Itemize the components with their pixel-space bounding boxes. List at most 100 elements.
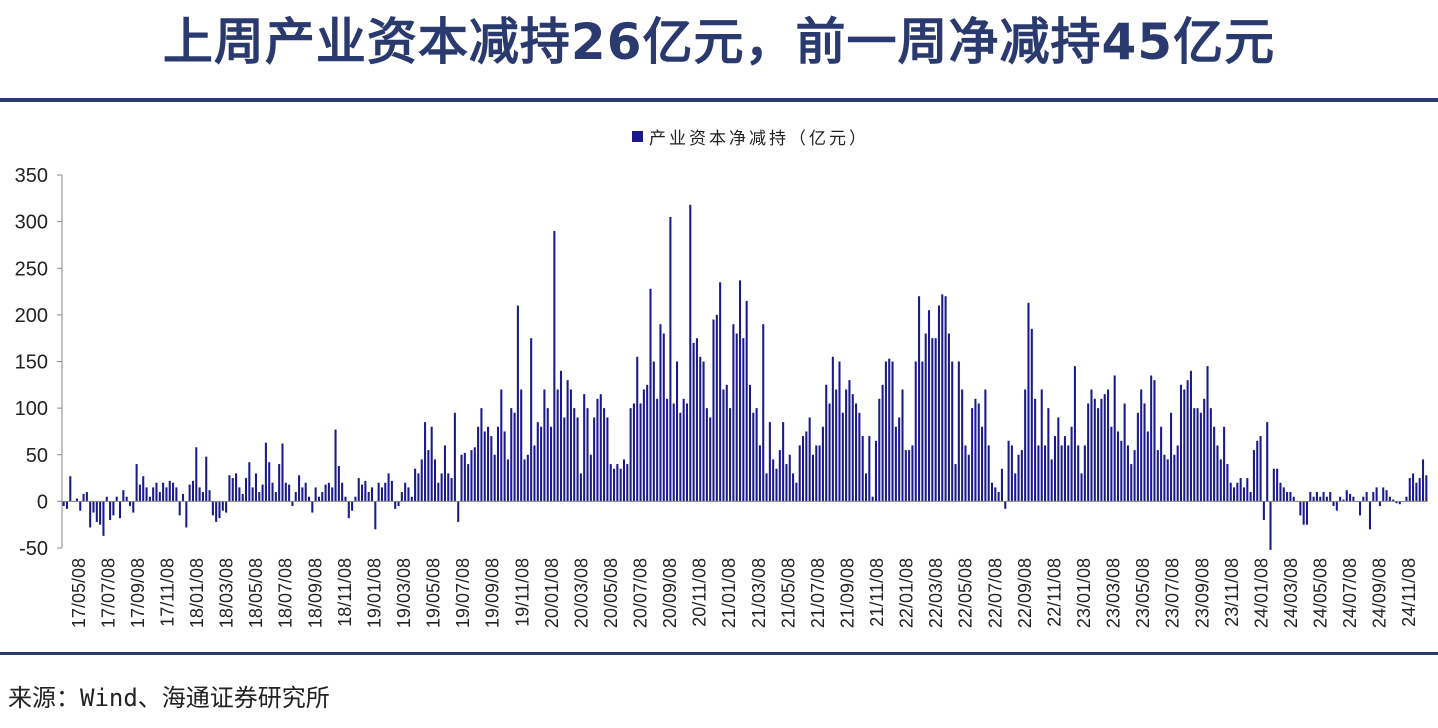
bar [1418, 478, 1421, 502]
bar [420, 459, 423, 502]
bar [914, 361, 917, 502]
bar [198, 487, 201, 502]
bar [646, 384, 649, 502]
bar [1422, 459, 1425, 502]
bar [1246, 478, 1249, 502]
bar [583, 394, 586, 502]
bar [1027, 302, 1030, 502]
bar [162, 482, 165, 502]
bar [185, 501, 188, 528]
bar [1219, 459, 1222, 502]
bar [1329, 492, 1332, 502]
bar [825, 384, 828, 502]
bar [1186, 380, 1189, 502]
x-tick-label: 22/09/08 [1015, 558, 1035, 628]
bar [506, 459, 509, 502]
bar [845, 389, 848, 502]
bar [748, 384, 752, 502]
bar [503, 431, 506, 502]
bar [264, 442, 267, 502]
bar [649, 288, 652, 502]
x-tick-label: 17/09/08 [128, 558, 148, 628]
x-tick-label: 18/07/08 [276, 558, 296, 628]
bar [841, 412, 844, 502]
bar [1044, 445, 1047, 502]
bar [1090, 389, 1093, 502]
x-tick-label: 17/05/08 [69, 558, 89, 628]
footer-divider [0, 652, 1438, 655]
bar-series [62, 204, 1428, 550]
bar [709, 417, 712, 502]
bar [1189, 370, 1192, 502]
bar [1083, 445, 1086, 502]
bar [447, 473, 450, 502]
bar [719, 282, 722, 502]
bar [732, 324, 735, 502]
bar-chart: 350 300 250 200 150 100 50 0 -50 17/05/08 17/07/0… [15, 165, 1428, 628]
x-tick-label: 24/09/08 [1370, 558, 1390, 628]
bar [268, 462, 271, 502]
bar [652, 361, 655, 502]
bar [510, 408, 513, 502]
bar [951, 361, 954, 502]
bar [1425, 475, 1428, 502]
bar [1107, 389, 1110, 502]
bar [433, 459, 437, 502]
bar [1209, 408, 1212, 502]
bar [679, 412, 682, 502]
bar [662, 333, 665, 502]
bar [811, 454, 814, 502]
page-title: 上周产业资本减持26亿元，前一周净减持45亿元 [162, 13, 1276, 71]
bar [205, 456, 208, 502]
y-tick-label: 0 [37, 491, 48, 513]
bar [550, 426, 553, 502]
bar [553, 230, 556, 502]
x-tick-label: 21/05/08 [778, 558, 798, 628]
bar [1392, 499, 1395, 502]
bar [1103, 394, 1106, 502]
bar [195, 447, 198, 502]
bar [1286, 492, 1289, 502]
bar [145, 487, 148, 502]
bar [493, 454, 496, 502]
x-tick-label: 18/11/08 [335, 558, 355, 627]
bar [682, 398, 685, 502]
bar [971, 408, 974, 502]
bar [463, 452, 466, 502]
y-tick-label: 200 [15, 305, 48, 327]
bar [772, 459, 775, 502]
bar [397, 501, 400, 507]
bar [1412, 473, 1415, 502]
bar [191, 480, 194, 502]
bar [795, 482, 798, 502]
bar [1368, 501, 1372, 530]
bar [1382, 487, 1385, 502]
bar [563, 417, 566, 502]
bar [526, 454, 529, 502]
bar [1199, 412, 1202, 502]
bar [1305, 501, 1309, 525]
bar [1156, 450, 1159, 502]
x-tick-label: 18/01/08 [187, 558, 207, 628]
bar [1067, 445, 1070, 502]
bar [603, 408, 606, 502]
x-tick-label: 23/03/08 [1104, 558, 1124, 628]
bar [231, 478, 234, 502]
bar [241, 493, 244, 502]
bar [881, 384, 884, 502]
bar [1007, 440, 1010, 502]
bar [181, 493, 185, 502]
bar [990, 482, 994, 502]
bar [695, 338, 698, 502]
bar [370, 487, 374, 502]
bar [758, 445, 761, 502]
bar [613, 468, 616, 502]
bar [898, 417, 901, 502]
bar [569, 389, 572, 502]
bar [1030, 328, 1033, 502]
bar [132, 501, 135, 513]
bar [404, 482, 407, 502]
bar [715, 314, 718, 502]
bar [278, 464, 281, 502]
bar [334, 429, 337, 502]
